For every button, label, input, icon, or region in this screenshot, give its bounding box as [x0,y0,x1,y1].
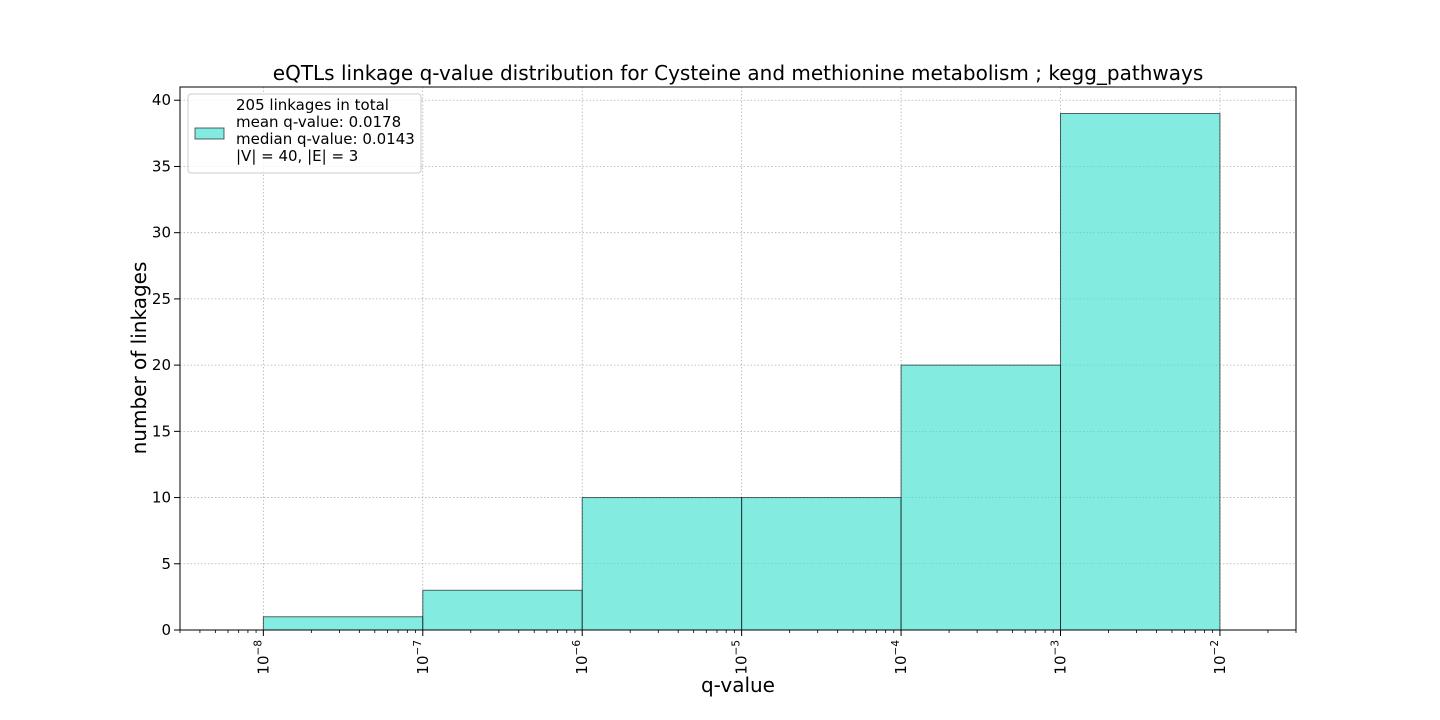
x-tick-label: 10−5 [731,640,751,675]
y-tick-label: 10 [152,489,171,507]
y-tick-label: 25 [152,290,171,308]
bars [262,112,1221,631]
y-tick-label: 15 [152,422,171,440]
x-axis-ticks: 10−8 10−7 10−6 10−5 10−4 10−3 10−2 [179,630,1297,675]
y-tick-label: 5 [161,555,171,573]
x-tick-label: 10−3 [1050,640,1070,675]
legend: 205 linkages in total mean q-value: 0.01… [187,93,422,174]
x-tick-label: 10−2 [1209,640,1229,675]
y-axis-label: number of linkages [127,262,151,455]
x-tick-label: 10−4 [890,640,910,675]
y-axis-ticks: 0 5 10 15 20 25 30 35 40 [152,91,180,639]
x-tick-label: 10−6 [571,640,591,675]
legend-line-mean: mean q-value: 0.0178 [236,113,401,131]
x-tick-label: 10−8 [252,640,272,675]
histogram-bar [262,616,424,631]
y-tick-label: 0 [161,621,171,639]
chart-title: eQTLs linkage q-value distribution for C… [273,61,1203,85]
y-tick-label: 20 [152,356,171,374]
legend-line-graph: |V| = 40, |E| = 3 [236,147,358,165]
y-tick-label: 35 [152,157,171,175]
histogram-bar [741,497,902,631]
x-tick-label: 10−7 [412,640,432,675]
x-axis-label: q-value [701,673,775,697]
legend-swatch [194,127,225,140]
histogram-bar [422,589,583,631]
histogram-bar [900,364,1062,631]
y-tick-label: 30 [152,224,171,242]
plot-frame [179,86,1297,631]
y-tick-label: 40 [152,91,171,109]
legend-box [187,93,422,174]
histogram-bar [1060,112,1221,631]
histogram-bar [581,497,743,631]
legend-line-total: 205 linkages in total [236,96,389,114]
legend-line-median: median q-value: 0.0143 [236,130,415,148]
